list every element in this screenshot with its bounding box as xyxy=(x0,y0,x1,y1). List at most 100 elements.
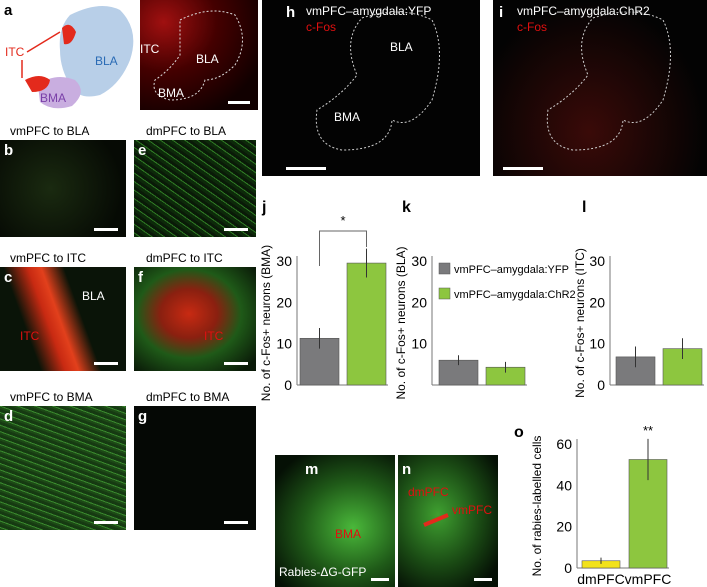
panel-label-i: i xyxy=(499,4,504,21)
y-tick-label: 10 xyxy=(411,336,427,352)
panel-label-a: a xyxy=(4,2,13,19)
label-bma: BMA xyxy=(335,527,362,541)
condition-title: vmPFC–amygdala:YFP xyxy=(306,4,432,18)
micrograph-f: f ITC xyxy=(134,267,256,371)
condition-title: vmPFC–amygdala:ChR2 xyxy=(517,4,650,18)
label-itc: ITC xyxy=(5,45,25,59)
y-axis-label: No. of c-Fos+ neurons (ITC) xyxy=(573,248,587,398)
micrograph-g: g xyxy=(134,406,256,530)
label-bla: BLA xyxy=(82,289,105,303)
y-tick-label: 0 xyxy=(284,377,292,393)
label-bma: BMA xyxy=(334,110,361,124)
legend-swatch xyxy=(438,287,451,300)
scale-bar xyxy=(474,578,492,581)
x-tick-label: dmPFC xyxy=(577,571,624,587)
panel-label-n: n xyxy=(402,461,412,478)
significance-bracket xyxy=(319,230,367,266)
stain-label: c-Fos xyxy=(517,20,547,34)
caption-b: vmPFC to BLA xyxy=(10,124,90,138)
y-tick-label: 10 xyxy=(276,336,292,352)
y-tick-label: 20 xyxy=(411,294,427,310)
y-tick-label: 0 xyxy=(564,560,572,576)
scale-bar xyxy=(503,167,543,170)
micrograph-n: n dmPFC vmPFC xyxy=(398,455,498,587)
label-dmpfc: dmPFC xyxy=(408,485,449,499)
micrograph-i: i vmPFC–amygdala:ChR2 c-Fos xyxy=(493,0,707,176)
micrograph-h: h vmPFC–amygdala:YFP c-Fos BLA BMA xyxy=(262,0,480,176)
y-tick-label: 30 xyxy=(411,253,427,269)
label-bma: BMA xyxy=(158,86,185,100)
y-tick-label: 20 xyxy=(556,519,572,535)
micrograph-c: c BLA ITC xyxy=(0,267,126,371)
label-bla: BLA xyxy=(196,52,219,66)
panel-label-h: h xyxy=(286,4,296,21)
itc-shape xyxy=(25,76,50,92)
panel-label-k: k xyxy=(402,199,411,216)
micrograph-d: d xyxy=(0,406,126,530)
caption-e: dmPFC to BLA xyxy=(146,124,227,138)
micrograph-m: m BMA Rabies-ΔG-GFP xyxy=(275,455,395,587)
scale-bar xyxy=(224,362,248,365)
tracer-label: Rabies-ΔG-GFP xyxy=(279,565,367,579)
significance-marker: * xyxy=(340,213,345,228)
panel-label-o: o xyxy=(514,424,524,441)
y-tick-label: 30 xyxy=(276,253,292,269)
scale-bar xyxy=(224,228,248,231)
y-tick-label: 10 xyxy=(589,336,605,352)
panel-label-l: l xyxy=(582,199,586,216)
label-itc: ITC xyxy=(204,329,224,343)
arrow-icon xyxy=(26,31,61,53)
y-axis-label: No. of rabies-labelled cells xyxy=(530,436,544,577)
y-axis-label: No. of c-Fos+ neurons (BMA) xyxy=(259,245,273,401)
itc-shape xyxy=(62,24,76,45)
scale-bar xyxy=(94,521,118,524)
y-tick-label: 20 xyxy=(589,294,605,310)
panel-label-e: e xyxy=(138,142,147,159)
micrograph-b: b xyxy=(0,140,126,237)
micrograph-e: e xyxy=(134,140,256,237)
panel-label-c: c xyxy=(4,269,13,286)
scale-bar xyxy=(371,578,389,581)
panel-label-g: g xyxy=(138,408,148,425)
label-itc: ITC xyxy=(140,42,160,56)
caption-d: vmPFC to BMA xyxy=(10,390,93,404)
scale-bar xyxy=(228,101,250,104)
y-axis-label: No. of c-Fos+ neurons (BLA) xyxy=(394,246,408,399)
panel-label-b: b xyxy=(4,142,14,159)
y-tick-label: 60 xyxy=(556,436,572,452)
panel-label-f: f xyxy=(138,269,143,286)
scale-bar xyxy=(94,228,118,231)
scale-bar xyxy=(286,167,326,170)
bar-j-1 xyxy=(346,262,387,386)
caption-g: dmPFC to BMA xyxy=(146,390,230,404)
label-bma: BMA xyxy=(40,91,66,105)
label-bla: BLA xyxy=(390,40,413,54)
y-tick-label: 0 xyxy=(597,377,605,393)
y-tick-label: 20 xyxy=(276,294,292,310)
y-tick-label: 30 xyxy=(589,253,605,269)
caption-c: vmPFC to ITC xyxy=(10,251,87,265)
label-vmpfc: vmPFC xyxy=(452,503,492,517)
bma-shape xyxy=(38,76,81,109)
y-tick-label: 40 xyxy=(556,477,572,493)
amygdala-section-image: ITC BLA BMA xyxy=(140,0,258,110)
label-bla: BLA xyxy=(95,54,118,68)
panel-label-m: m xyxy=(305,461,319,478)
scale-bar xyxy=(224,521,248,524)
bla-shape xyxy=(59,6,134,97)
x-tick-label: vmPFC xyxy=(625,571,672,587)
caption-f: dmPFC to ITC xyxy=(146,251,223,265)
significance-marker: ** xyxy=(643,423,653,438)
legend-entry: vmPFC–amygdala:YFP xyxy=(454,264,569,276)
legend-entry: vmPFC–amygdala:ChR2 xyxy=(454,289,576,301)
arrow-icon xyxy=(423,513,449,527)
panel-label-d: d xyxy=(4,408,14,425)
label-itc: ITC xyxy=(20,329,40,343)
panel-label-j: j xyxy=(261,199,266,216)
amygdala-schematic: ITC BLA BMA xyxy=(5,6,134,109)
scale-bar xyxy=(94,362,118,365)
legend-swatch xyxy=(438,262,451,275)
stain-label: c-Fos xyxy=(306,20,336,34)
